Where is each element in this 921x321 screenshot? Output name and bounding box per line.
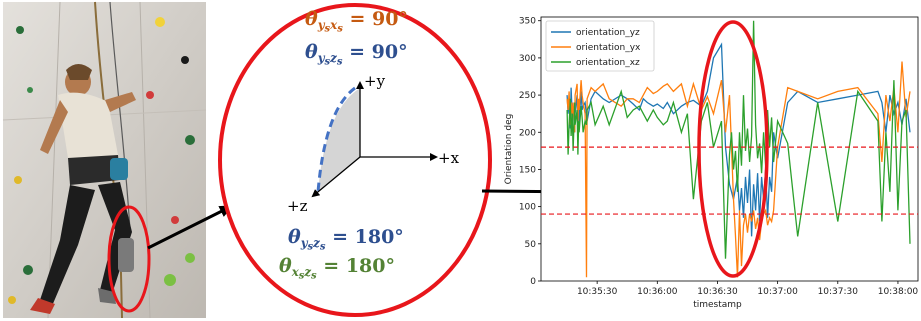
x-tick-label: 10:37:30	[818, 287, 859, 297]
y-tick-label: 0	[530, 277, 536, 287]
y-tick-label: 250	[519, 91, 536, 101]
climbing-holds	[8, 17, 195, 304]
y-axis-label-diagram: +y	[364, 72, 386, 90]
x-tick-label: 10:36:30	[697, 287, 738, 297]
y-axis-label: Orientation deg	[504, 114, 514, 185]
sensor-highlight-ellipse	[107, 205, 151, 313]
equation-value: = 90°	[342, 8, 408, 30]
legend-label: orientation_yz	[576, 28, 640, 38]
x-axis-label-diagram: +x	[438, 149, 460, 167]
x-tick-label: 10:37:00	[757, 287, 798, 297]
legend-box	[545, 20, 655, 72]
series-line-orientation_yz	[566, 42, 911, 237]
theta-subscript: ysxs	[317, 18, 343, 35]
series-line-orientation_yx	[566, 61, 911, 278]
legend-label: orientation_yx	[576, 43, 641, 53]
chart-highlight-ellipse	[697, 20, 769, 278]
theta-symbol: θ	[305, 41, 318, 63]
y-tick-label: 200	[519, 128, 536, 138]
series-line-orientation_xz	[566, 20, 911, 259]
x-tick-label: 10:36:00	[637, 287, 678, 297]
equation-value: = 90°	[342, 41, 408, 63]
angle-sector	[318, 88, 360, 192]
equation-value: = 180°	[325, 226, 404, 248]
x-axis-label: timestamp	[693, 300, 742, 310]
theta-symbol: θ	[279, 255, 292, 277]
theta-subscript: yszs	[317, 51, 343, 68]
orientation-chart: 0 50 100 150 200 250 300 350 10:35:30 10:36:00 10…	[504, 16, 919, 310]
theta-subscript: xszs	[291, 265, 317, 282]
x-tick-label: 10:38:00	[878, 287, 919, 297]
equation-theta-xszs: θxszs = 180°	[279, 255, 395, 282]
legend-label: orientation_xz	[576, 58, 640, 68]
y-tick-label: 300	[519, 54, 536, 64]
z-axis-arrow	[311, 156, 361, 198]
x-tick-label: 10:35:30	[577, 287, 618, 297]
equation-theta-yszs-top: θyszs = 90°	[305, 41, 408, 68]
photo-to-diagram-arrow	[147, 205, 234, 250]
equation-theta-yszs-bottom: θyszs = 180°	[288, 226, 404, 253]
dashed-arc	[316, 86, 356, 193]
y-tick-label: 150	[519, 165, 536, 175]
equation-value: = 180°	[316, 255, 395, 277]
y-tick-label: 350	[519, 17, 536, 27]
equation-theta-ysxs: θysxs = 90°	[305, 8, 408, 35]
theta-symbol: θ	[305, 8, 318, 30]
theta-symbol: θ	[288, 226, 301, 248]
chart-legend: orientation_yz orientation_yx orientation_…	[545, 20, 655, 72]
axes-diagram	[311, 81, 438, 198]
y-tick-label: 50	[525, 240, 537, 250]
y-tick-label: 100	[519, 203, 536, 213]
z-axis-label-diagram: +z	[287, 197, 308, 215]
theta-subscript: yszs	[300, 236, 326, 253]
climbing-photo	[2, 1, 207, 319]
